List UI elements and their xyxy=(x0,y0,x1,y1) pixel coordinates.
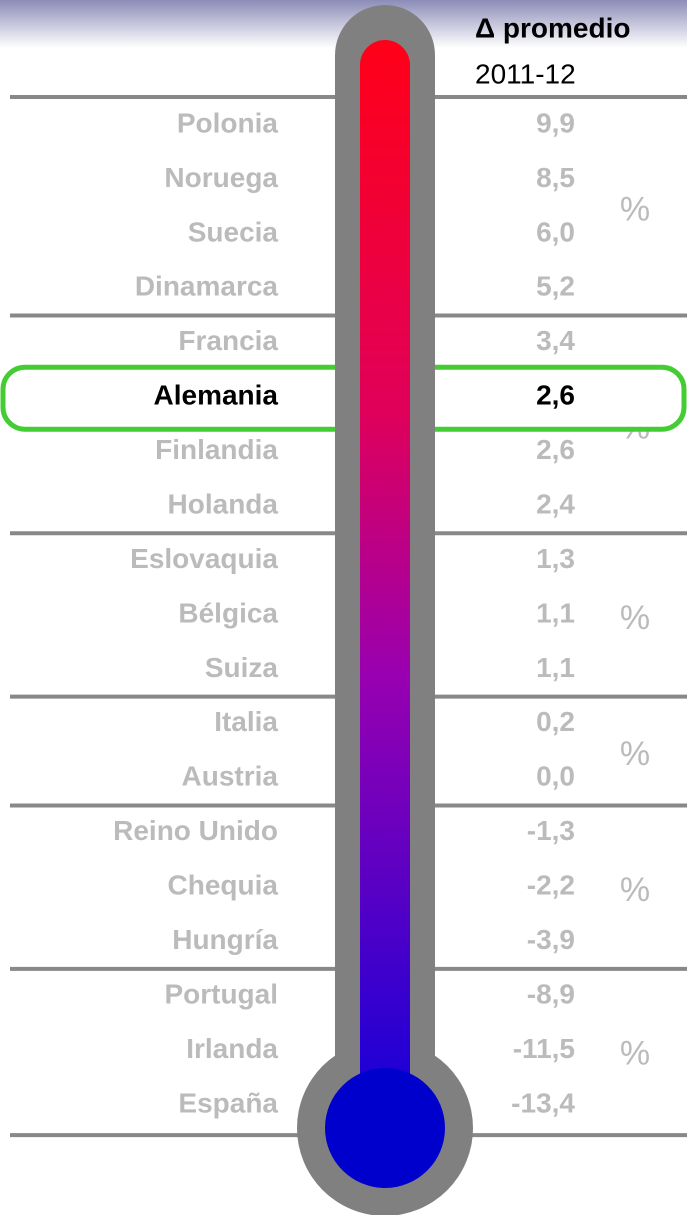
unit-label: % xyxy=(620,871,650,909)
value-label: -11,5 xyxy=(513,1033,575,1064)
value-label: 1,1 xyxy=(536,652,575,683)
value-label: 9,9 xyxy=(536,107,575,138)
value-label: 2,4 xyxy=(536,488,575,519)
value-label: 1,1 xyxy=(536,597,575,628)
country-label: Dinamarca xyxy=(135,271,279,302)
value-label: 3,4 xyxy=(536,325,575,356)
country-label: Eslovaquia xyxy=(130,543,278,574)
country-label: Reino Unido xyxy=(113,815,278,846)
header-title: Δ promedio xyxy=(475,12,630,43)
country-label: Bélgica xyxy=(178,597,278,628)
unit-label: % xyxy=(620,735,650,773)
value-label: 1,3 xyxy=(536,543,575,574)
country-label: Suecia xyxy=(188,216,279,247)
unit-label: % xyxy=(620,1034,650,1072)
value-label: 8,5 xyxy=(536,162,575,193)
header-subtitle: 2011-12 xyxy=(475,58,576,89)
country-label: Hungría xyxy=(172,924,278,955)
value-label: 6,0 xyxy=(536,216,575,247)
unit-label: % xyxy=(620,191,650,229)
value-label: 0,0 xyxy=(536,761,575,792)
country-label: Austria xyxy=(182,761,279,792)
value-label: 2,6 xyxy=(536,380,575,411)
country-label: Irlanda xyxy=(186,1033,278,1064)
country-label: Holanda xyxy=(168,488,279,519)
value-label: 2,6 xyxy=(536,434,575,465)
country-label: Italia xyxy=(214,706,278,737)
value-label: -1,3 xyxy=(527,815,575,846)
country-label: Francia xyxy=(178,325,278,356)
country-label: España xyxy=(178,1087,278,1118)
value-label: -8,9 xyxy=(527,978,575,1009)
value-label: 0,2 xyxy=(536,706,575,737)
country-label: Noruega xyxy=(164,162,278,193)
country-label: Portugal xyxy=(164,978,278,1009)
country-label: Chequia xyxy=(168,870,279,901)
value-label: -3,9 xyxy=(527,924,575,955)
value-label: 5,2 xyxy=(536,271,575,302)
value-label: -2,2 xyxy=(527,870,575,901)
country-label: Alemania xyxy=(154,380,279,411)
unit-label: % xyxy=(620,599,650,637)
value-label: -13,4 xyxy=(511,1087,575,1118)
country-label: Polonia xyxy=(177,107,279,138)
country-label: Finlandia xyxy=(155,434,278,465)
country-label: Suiza xyxy=(205,652,279,683)
thermometer xyxy=(297,5,473,1215)
